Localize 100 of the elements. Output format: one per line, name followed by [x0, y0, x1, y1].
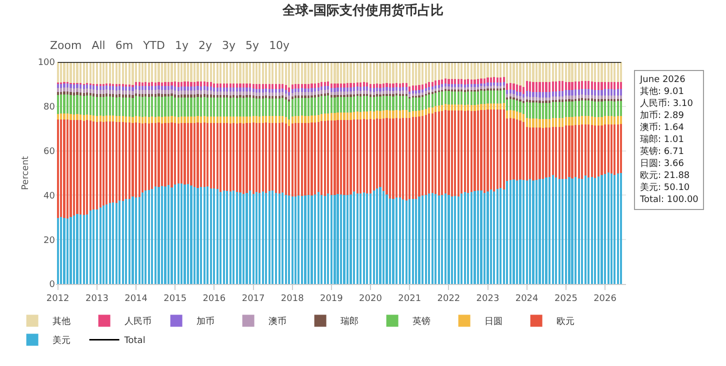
bar — [353, 96, 356, 112]
bar — [578, 178, 580, 284]
bar — [408, 94, 411, 97]
bar — [454, 79, 456, 84]
bar — [526, 102, 528, 118]
bar — [496, 104, 498, 110]
bar — [509, 94, 512, 97]
bar — [600, 96, 603, 100]
bar — [568, 101, 570, 117]
bar — [405, 62, 408, 84]
bar — [578, 89, 580, 96]
bar — [562, 179, 564, 284]
bar — [536, 62, 538, 82]
bar — [362, 96, 365, 112]
bar — [112, 96, 114, 116]
bar — [418, 97, 420, 111]
bar — [132, 196, 134, 284]
bar — [258, 92, 261, 96]
bar — [268, 191, 271, 284]
bar — [574, 82, 577, 90]
bar — [509, 62, 512, 83]
bar — [526, 91, 528, 96]
bar — [203, 186, 206, 284]
bar — [151, 96, 154, 117]
bar — [248, 83, 252, 88]
bar — [493, 82, 496, 86]
bar — [414, 86, 417, 90]
bar — [242, 116, 245, 124]
bar — [82, 93, 85, 96]
bar — [536, 118, 538, 128]
bar — [356, 112, 358, 120]
bar — [340, 92, 342, 95]
bar — [486, 86, 489, 89]
bar — [76, 92, 78, 96]
bar — [327, 96, 330, 114]
bar — [496, 62, 498, 78]
legend-label: 欧元 — [556, 316, 574, 328]
bar — [418, 196, 420, 284]
bar — [467, 86, 470, 90]
bar — [284, 62, 287, 85]
bar — [278, 122, 280, 194]
bar — [236, 62, 238, 84]
bar — [112, 62, 114, 84]
bar — [388, 83, 391, 88]
bar — [614, 82, 616, 90]
bar — [106, 62, 108, 84]
bar — [386, 83, 388, 88]
bar — [597, 62, 600, 82]
bar — [532, 102, 534, 119]
bar — [258, 96, 261, 99]
bar — [108, 62, 111, 84]
bar — [236, 98, 238, 117]
bar — [438, 84, 440, 88]
bar — [96, 94, 98, 98]
bar — [398, 96, 401, 110]
bar — [486, 77, 489, 83]
bar — [200, 94, 202, 98]
bar — [324, 120, 326, 196]
bar — [519, 96, 522, 100]
bar — [168, 116, 170, 123]
bar — [597, 125, 600, 176]
bar — [421, 90, 424, 92]
bar — [597, 101, 600, 117]
bar — [63, 114, 66, 120]
bar — [464, 87, 466, 90]
bar — [388, 87, 391, 91]
bar — [252, 122, 254, 194]
bar — [184, 86, 186, 90]
bar — [412, 111, 414, 118]
bar — [584, 116, 586, 125]
bar — [118, 122, 121, 201]
bar — [509, 90, 512, 94]
bar — [56, 94, 59, 114]
bar — [353, 120, 356, 192]
bar — [340, 112, 342, 120]
bar — [70, 84, 72, 88]
bar — [372, 84, 375, 88]
bar — [320, 121, 323, 195]
bar — [128, 116, 131, 122]
bar — [454, 91, 456, 105]
bar — [106, 90, 108, 94]
bar — [96, 86, 98, 90]
bar — [431, 62, 434, 82]
bar — [588, 81, 590, 90]
bar — [193, 186, 196, 284]
bar — [63, 62, 66, 82]
bar — [82, 96, 85, 116]
bar — [564, 90, 568, 96]
bar — [180, 86, 182, 91]
bar — [532, 180, 534, 284]
bar — [307, 92, 310, 96]
bar — [506, 90, 508, 94]
bar — [366, 90, 368, 94]
bar — [294, 116, 297, 124]
bar — [382, 90, 384, 94]
bar — [232, 98, 235, 116]
bar — [600, 101, 603, 117]
bar — [154, 90, 156, 94]
bar — [151, 82, 154, 86]
bar — [252, 116, 254, 123]
